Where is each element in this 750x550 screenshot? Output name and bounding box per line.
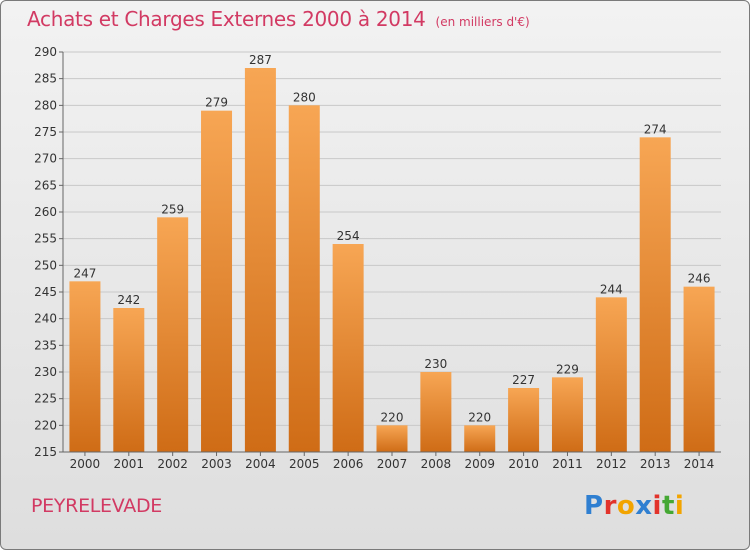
logo-letter: t xyxy=(661,491,675,521)
x-tick-label: 2014 xyxy=(684,457,715,471)
y-tick-label: 255 xyxy=(34,232,57,246)
bar-value-label: 280 xyxy=(293,90,316,104)
y-tick-label: 230 xyxy=(34,365,57,379)
y-tick-label: 240 xyxy=(34,312,57,326)
x-tick-label: 2006 xyxy=(333,457,364,471)
y-tick-label: 225 xyxy=(34,392,57,406)
bar xyxy=(69,281,101,452)
x-tick-label: 2012 xyxy=(596,457,627,471)
bar xyxy=(157,217,189,452)
y-tick-label: 265 xyxy=(34,178,57,192)
x-tick-label: 2005 xyxy=(289,457,320,471)
y-axis-tick-labels: 215 220 225 230 235 240 245 250 255 260 265 270 275 2… xyxy=(34,45,63,459)
x-tick-label: 2002 xyxy=(157,457,188,471)
bar-value-label: 227 xyxy=(512,373,535,387)
y-tick-label: 260 xyxy=(34,205,57,219)
bar-value-label: 259 xyxy=(161,202,184,216)
logo-letter: P xyxy=(584,491,604,521)
bar xyxy=(551,377,583,452)
bar-value-label: 244 xyxy=(600,282,623,296)
y-tick-label: 220 xyxy=(34,418,57,432)
y-tick-label: 235 xyxy=(34,338,57,352)
x-tick-label: 2008 xyxy=(421,457,452,471)
bar-value-label: 220 xyxy=(381,410,404,424)
y-tick-label: 285 xyxy=(34,72,57,86)
y-tick-label: 245 xyxy=(34,285,57,299)
y-tick-label: 275 xyxy=(34,125,57,139)
chart-title: Achats et Charges Externes 2000 à 2014 (e… xyxy=(27,7,530,31)
x-tick-label: 2009 xyxy=(464,457,495,471)
bar-value-label: 279 xyxy=(205,96,228,110)
bar xyxy=(508,388,540,452)
logo-letter: r xyxy=(603,491,617,521)
y-tick-label: 280 xyxy=(34,98,57,112)
bar-value-label: 287 xyxy=(249,53,272,67)
bar-value-label: 229 xyxy=(556,362,579,376)
x-tick-label: 2013 xyxy=(640,457,671,471)
proxiti-logo: Proxiti xyxy=(584,491,684,521)
x-tick-label: 2001 xyxy=(114,457,145,471)
chart-title-text: Achats et Charges Externes 2000 à 2014 xyxy=(27,7,426,31)
bar xyxy=(464,425,496,452)
logo-letter: o xyxy=(616,491,636,521)
bar-value-label: 220 xyxy=(468,410,491,424)
x-tick-label: 2003 xyxy=(201,457,232,471)
bar-value-label: 246 xyxy=(688,272,711,286)
x-tick-label: 2000 xyxy=(70,457,101,471)
logo-letter: i xyxy=(652,491,662,521)
bar-value-label: 254 xyxy=(337,229,360,243)
x-tick-label: 2011 xyxy=(552,457,583,471)
bar xyxy=(639,137,671,453)
x-axis-tick-labels: 2000 2001 2002 2003 2004 2005 2006 2007 2008 2009… xyxy=(70,452,715,471)
bar xyxy=(288,105,320,452)
bar-value-label: 230 xyxy=(424,357,447,371)
bar xyxy=(332,244,364,452)
x-tick-label: 2007 xyxy=(377,457,408,471)
x-tick-label: 2010 xyxy=(508,457,539,471)
bar xyxy=(683,286,715,452)
bar-value-label: 247 xyxy=(73,266,96,280)
x-tick-label: 2004 xyxy=(245,457,276,471)
bar xyxy=(201,110,233,453)
commune-name: PEYRELEVADE xyxy=(31,495,162,517)
bar xyxy=(244,68,276,452)
bar xyxy=(113,308,145,452)
y-tick-label: 215 xyxy=(34,445,57,459)
bars: 247 242 259 279 287 280 254 220 230 220 227 229 244 2… xyxy=(69,53,715,453)
bar xyxy=(595,297,627,452)
y-tick-label: 290 xyxy=(34,45,57,59)
y-tick-label: 270 xyxy=(34,152,57,166)
bar-value-label: 274 xyxy=(644,122,667,136)
logo-letter: i xyxy=(674,491,685,521)
axes xyxy=(62,52,721,453)
chart-subtitle: (en milliers d'€) xyxy=(435,15,530,29)
logo-letter: x xyxy=(635,491,653,521)
y-tick-label: 250 xyxy=(34,258,57,272)
bar-value-label: 242 xyxy=(117,293,140,307)
bar xyxy=(420,372,452,452)
bar xyxy=(376,425,408,452)
